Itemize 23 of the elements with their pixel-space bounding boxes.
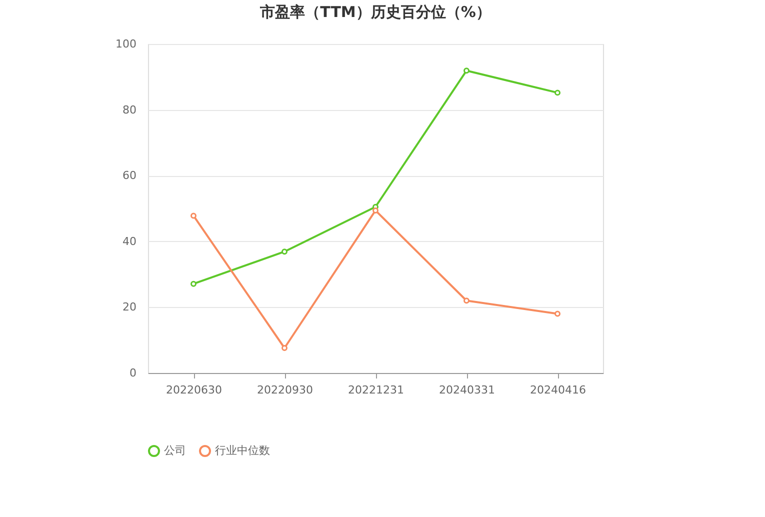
x-tick-label: 20220630 [166,384,222,396]
y-tick-label: 60 [122,169,136,182]
point [190,280,196,287]
point [464,68,470,74]
point [282,345,288,351]
y-tick-label: 0 [130,366,136,380]
legend-label: 行业中位数 [215,444,270,457]
y-tick-label: 100 [116,38,136,50]
y-tick-label: 20 [122,300,136,314]
x-tick-label: 20240416 [530,384,586,396]
x-tick-label: 20221231 [348,384,404,396]
point [464,298,470,304]
point [554,310,560,317]
y-tick-label: 80 [122,103,136,116]
y-tick-label: 40 [122,234,136,248]
chart-title: 市盈率（TTM）历史百分位（%） [259,3,491,21]
point [372,207,378,214]
point [190,212,196,219]
point [554,90,560,96]
legend-label: 公司 [164,444,186,457]
x-tick-label: 20240331 [439,384,495,396]
point [282,248,288,255]
x-tick-label: 20220930 [257,384,313,396]
